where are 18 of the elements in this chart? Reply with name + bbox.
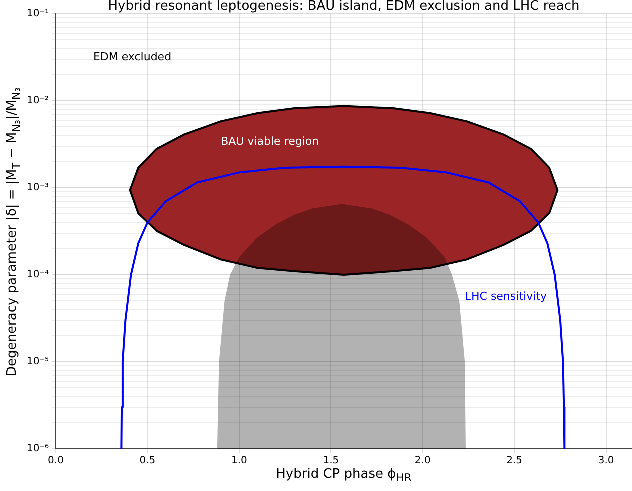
x-tick-label: 2.5 [506, 456, 523, 467]
y-tick-label: 10⁻⁶ [26, 444, 49, 455]
series-label: BAU viable region [221, 135, 320, 148]
series-label: LHC sensitivity [465, 290, 548, 303]
y-tick-label: 10⁻⁴ [26, 270, 49, 281]
x-tick-label: 0.5 [140, 456, 156, 467]
chart-title: Hybrid resonant leptogenesis: BAU island, EDM exclusion and LHC reach [107, 0, 581, 14]
y-tick-label: 10⁻³ [26, 182, 49, 194]
x-tick-label: 1.0 [231, 456, 248, 467]
x-tick-label: 3.0 [598, 456, 614, 467]
x-tick-label: 1.5 [323, 456, 340, 467]
annotation: EDM excluded [93, 50, 172, 64]
y-tick-label: 10⁻⁵ [26, 356, 49, 368]
y-tick-label: 10⁻² [26, 96, 49, 107]
x-tick-label: 2.0 [414, 456, 431, 467]
y-tick-label: 10⁻¹ [26, 8, 49, 20]
x-tick-label: 0.0 [48, 456, 64, 467]
x-axis-title: Hybrid CP phase ϕ$_{HR}$ [275, 467, 413, 485]
